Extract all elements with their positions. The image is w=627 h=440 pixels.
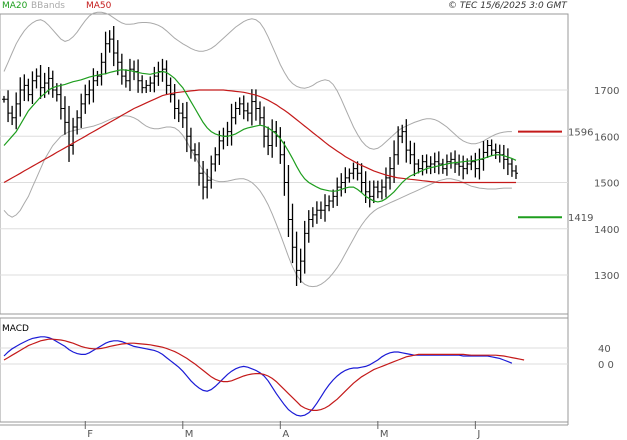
reference-line-label: 1596 [568, 128, 593, 139]
price-y-tick-label: 1500 [594, 179, 619, 190]
price-y-tick-label: 1600 [594, 132, 619, 143]
legend-ma20: MA20 [2, 1, 28, 11]
y-tick-labels-layer: 1300 1400 1500 1600 1700 40 0 0 [594, 86, 619, 371]
ma20-line [3, 69, 517, 203]
month-tick-label: J [476, 429, 480, 440]
reference-lines-layer: 1596 1419 [518, 128, 593, 224]
signal-line [3, 338, 525, 411]
price-bars-layer [2, 26, 518, 286]
copyright-notice: © TEC 15/6/2025 3:0 GMT [448, 1, 568, 11]
legend-bbands: BBands [31, 1, 65, 11]
macd-lines-layer [3, 336, 525, 417]
macd-y-tick-label: 0 0 [598, 360, 614, 371]
bbands-upper-line [3, 11, 512, 150]
month-tick-label: A [282, 429, 289, 440]
macd-y-tick-label: 40 [598, 344, 611, 355]
legend-ma50: MA50 [86, 1, 112, 11]
month-tick-label: M [185, 429, 194, 440]
ma50-layer [3, 89, 516, 184]
price-y-tick-label: 1700 [594, 86, 619, 97]
legend: MA20 BBands MA50 [2, 1, 112, 11]
price-y-tick-label: 1400 [594, 225, 619, 236]
bbands-lower-layer [3, 115, 512, 288]
ma20-layer [3, 69, 517, 203]
macd-panel-frame [0, 317, 569, 423]
month-tick-label: M [380, 429, 389, 440]
reference-line-label: 1419 [568, 213, 593, 224]
macd-line [3, 336, 513, 417]
month-tick-label: F [87, 429, 93, 440]
bbands-lower-line [3, 115, 512, 288]
macd-label: MACD [2, 324, 29, 334]
macd-gridlines [0, 347, 568, 365]
price-y-tick-label: 1300 [594, 271, 619, 282]
ma50-line [3, 89, 516, 184]
bbands-upper-layer [3, 11, 512, 150]
